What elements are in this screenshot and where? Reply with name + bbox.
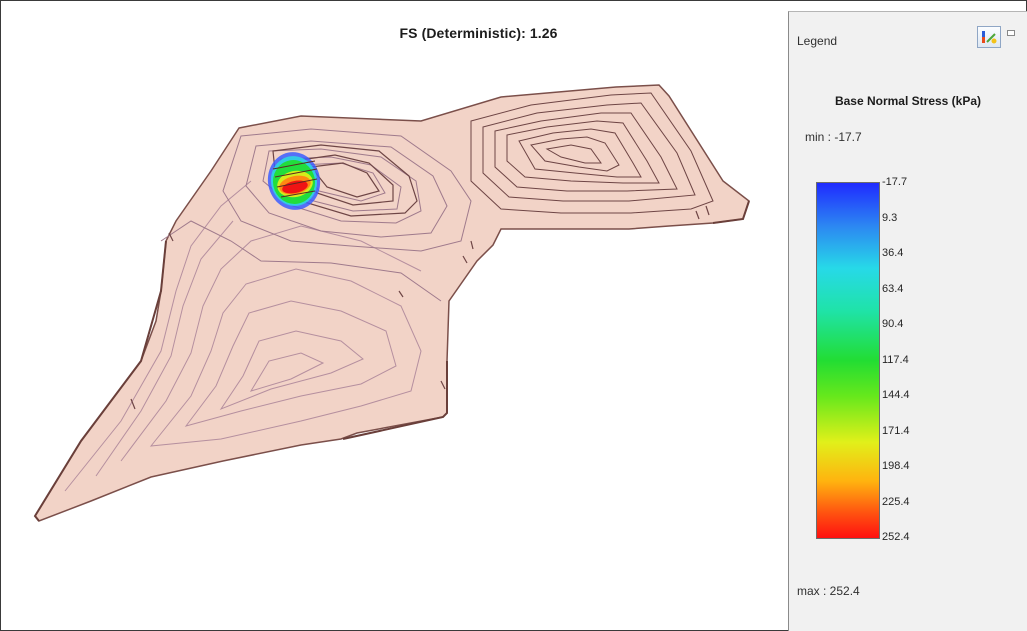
color-scale-tick: 252.4 <box>882 531 910 543</box>
slip-surface <box>267 152 321 210</box>
legend-pin-icon[interactable] <box>1007 30 1015 36</box>
legend-settings-button[interactable] <box>977 26 1001 48</box>
color-scale-tick: 63.4 <box>882 282 904 295</box>
model-surface <box>34 84 750 522</box>
legend-min: min : -17.7 <box>805 130 862 144</box>
color-scale-tick: -17.7 <box>882 176 908 188</box>
color-scale-tick: 9.3 <box>882 211 898 224</box>
color-scale-tick: 171.4 <box>882 424 910 437</box>
color-scale-tick: 36.4 <box>882 247 904 259</box>
color-scale-tick: 117.4 <box>882 353 909 366</box>
color-scale-tick: 225.4 <box>882 495 910 508</box>
fs-title: FS (Deterministic): 1.26 <box>399 25 558 41</box>
legend-settings-icon <box>982 31 997 44</box>
color-scale-bar <box>816 182 880 539</box>
slope-model <box>33 84 750 522</box>
legend-max: max : 252.4 <box>797 584 860 598</box>
right-terraces <box>470 92 714 214</box>
color-scale-tick: 198.4 <box>882 460 910 472</box>
legend-panel: Legend Base Normal Stress (kPa) min : -1… <box>788 11 1027 631</box>
legend-title: Base Normal Stress (kPa) <box>834 94 982 108</box>
color-scale-tick: 144.4 <box>882 389 910 401</box>
left-contours <box>64 180 422 492</box>
legend-header: Legend <box>797 34 838 48</box>
color-scale-tick: 90.4 <box>882 318 904 330</box>
surface-marks <box>130 205 710 410</box>
3d-viewport[interactable]: FS (Deterministic): 1.26 <box>1 1 788 630</box>
